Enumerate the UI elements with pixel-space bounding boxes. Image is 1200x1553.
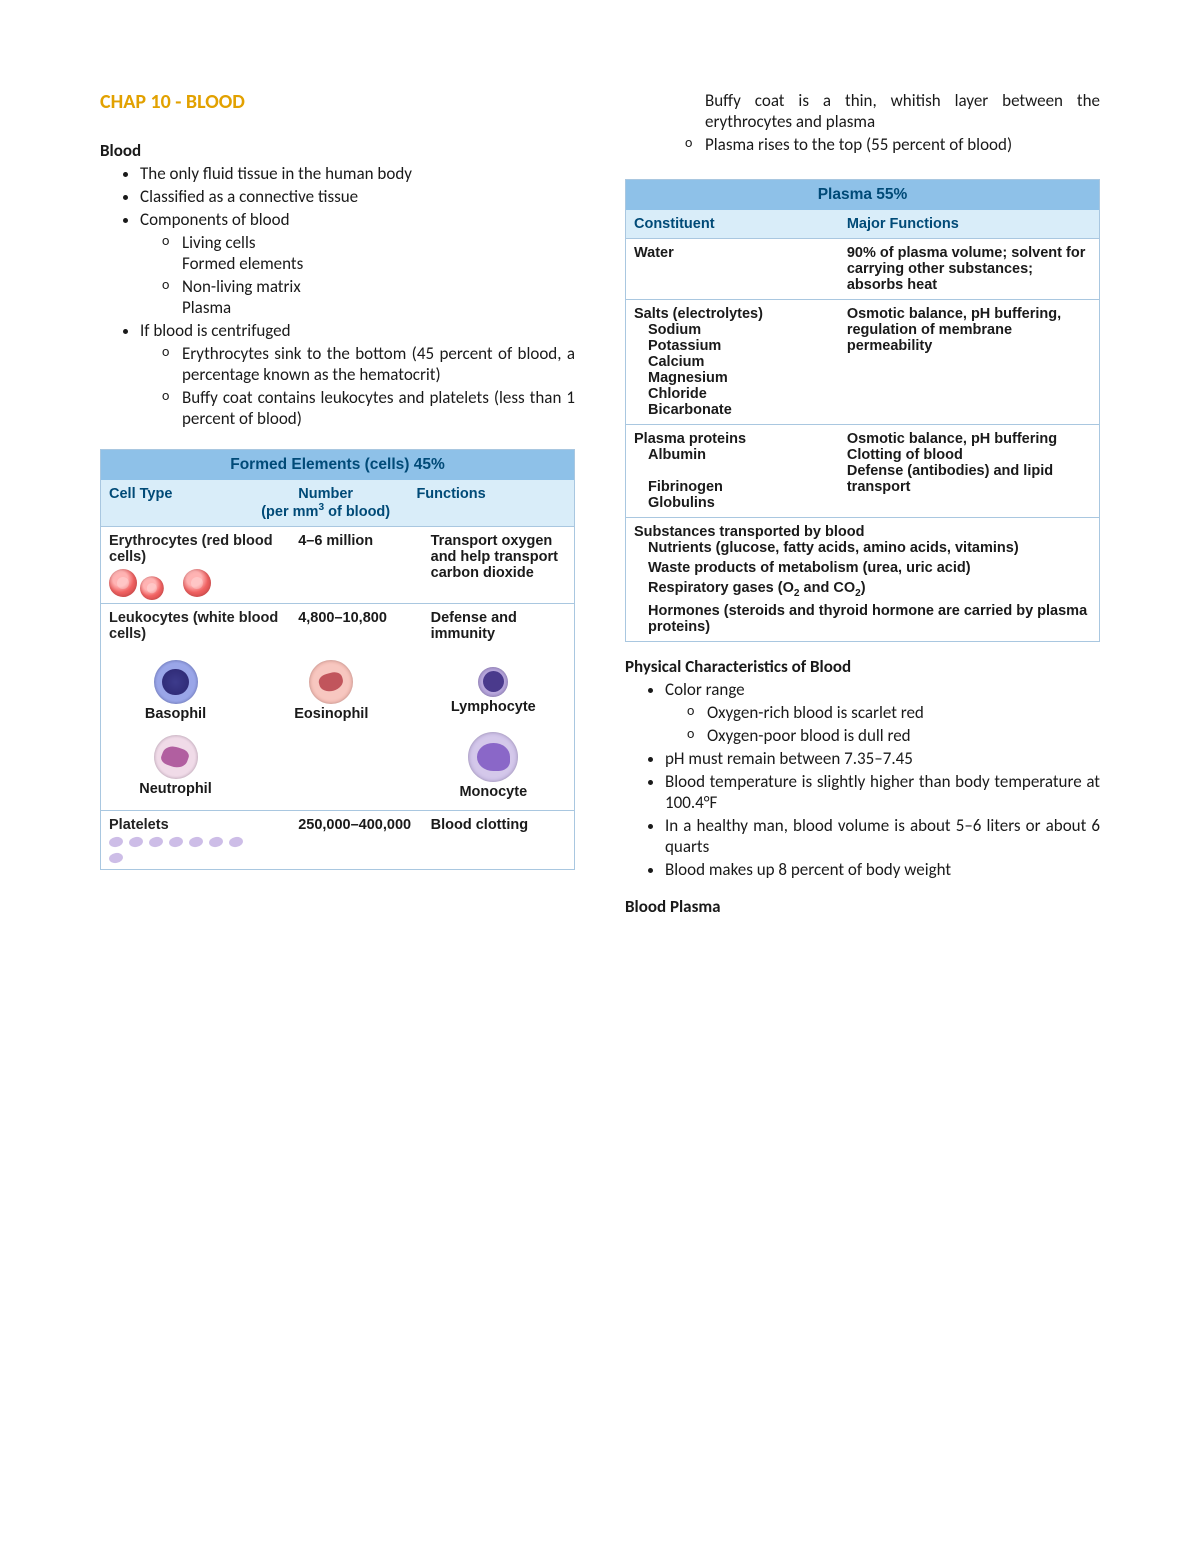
bullet: pH must remain between 7.35–7.45 [665,748,1100,769]
rbc-icons [109,569,282,597]
rbc-icon [109,569,137,597]
table-row: Plasma proteins Albumin Fibrinogen Globu… [626,424,1099,517]
function: 90% of plasma volume; solvent for carryi… [839,239,1099,299]
platelet-icon [108,836,124,848]
section-physical-title: Physical Characteristics of Blood [625,656,1100,677]
transport-item: Respiratory gases (O2 and CO2) [634,580,1091,599]
bullet-text: Components of blood [140,209,290,230]
cell-fn: Blood clotting [423,811,574,839]
cell-fn: Transport oxygen and help transport carb… [423,527,574,587]
platelet-icon [148,836,164,848]
transport-item: Hormones (steroids and thyroid hormone a… [634,603,1091,635]
bullet-text: If blood is centrifuged [140,320,291,341]
col-header: Major Functions [839,210,1099,238]
table-header: Cell Type Number(per mm3 of blood) Funct… [101,480,574,526]
right-column: Buffy coat is a thin, whitish layer betw… [625,90,1100,919]
col-header: Cell Type [101,480,243,526]
cell-type: Platelets [101,811,290,869]
section-blood-title: Blood [100,140,575,161]
bullet: If blood is centrifuged Erythrocytes sin… [140,320,575,429]
sub-bullet: Living cells Formed elements [182,232,575,274]
sub-bullet: Plasma rises to the top (55 percent of b… [705,134,1100,155]
platelet-icon [188,836,204,848]
constituent: Plasma proteins Albumin Fibrinogen Globu… [626,425,839,517]
transport-item: Nutrients (glucose, fatty acids, amino a… [634,540,1091,556]
sub-bullet: Buffy coat contains leukocytes and plate… [182,387,575,429]
rbc-icon [140,576,164,600]
color-sublist: Oxygen-rich blood is scarlet red Oxygen-… [665,702,1100,746]
lymphocyte-icon [478,667,508,697]
monocyte-icon [468,732,518,782]
rbc-icon [183,569,211,597]
formed-elements-table: Formed Elements (cells) 45% Cell Type Nu… [100,449,575,870]
cell-fn: Defense and immunity [423,604,574,648]
platelet-icons [109,837,249,863]
physical-bullets: Color range Oxygen-rich blood is scarlet… [625,679,1100,880]
bullet: In a healthy man, blood volume is about … [665,815,1100,857]
transport-title: Substances transported by blood [634,524,1091,540]
bullet: Blood makes up 8 percent of body weight [665,859,1100,880]
bullet: Blood temperature is slightly higher tha… [665,771,1100,813]
cell-count: 4,800–10,800 [290,604,422,632]
table-header: Constituent Major Functions [626,210,1099,238]
components-sublist: Living cells Formed elements Non-living … [140,232,575,318]
platelet-icon [128,836,144,848]
platelet-icon [228,836,244,848]
bullet: Color range Oxygen-rich blood is scarlet… [665,679,1100,746]
table-title: Plasma 55% [626,180,1099,210]
leukocyte-illustrations: Basophil Eosinophil Lymphocyte Neutrophi… [101,648,574,810]
constituent: Salts (electrolytes) Sodium Potassium Ca… [626,300,839,424]
table-row: Leukocytes (white blood cells) 4,800–10,… [101,603,574,810]
table-row: Erythrocytes (red blood cells) 4–6 milli… [101,526,574,603]
chapter-title: CHAP 10 - BLOOD [100,90,575,114]
blood-bullets: The only fluid tissue in the human body … [100,163,575,429]
col-header: Functions [408,480,574,526]
function: Osmotic balance, pH buffering, regulatio… [839,300,1099,360]
table-row: Platelets 250,000–400,000 Blood clotting [101,810,574,869]
transport-section: Substances transported by blood Nutrient… [626,517,1099,641]
table-row: Water 90% of plasma volume; solvent for … [626,238,1099,299]
col-header: Constituent [626,210,839,238]
platelet-icon [168,836,184,848]
left-column: CHAP 10 - BLOOD Blood The only fluid tis… [100,90,575,919]
plasma-table: Plasma 55% Constituent Major Functions W… [625,179,1100,642]
basophil-icon [154,660,198,704]
section-plasma-title: Blood Plasma [625,896,1100,917]
cell-type: Leukocytes (white blood cells) [101,604,290,648]
sub-bullet: Oxygen-rich blood is scarlet red [707,702,1100,723]
constituent: Water [626,239,839,267]
neutrophil-icon [154,735,198,779]
sub-bullet: Erythrocytes sink to the bottom (45 perc… [182,343,575,385]
centrifuge-sublist: Erythrocytes sink to the bottom (45 perc… [140,343,575,429]
bullet: Components of blood Living cells Formed … [140,209,575,318]
cell-count: 4–6 million [290,527,422,555]
col-header: Number(per mm3 of blood) [243,480,409,526]
eosinophil-icon [309,660,353,704]
sub-bullet: Oxygen-poor blood is dull red [707,725,1100,746]
sub-bullet: Non-living matrix Plasma [182,276,575,318]
table-title: Formed Elements (cells) 45% [101,450,574,480]
platelet-icon [208,836,224,848]
cell-count: 250,000–400,000 [290,811,422,839]
bullet: Classified as a connective tissue [140,186,575,207]
continuation-list: Buffy coat is a thin, whitish layer betw… [625,90,1100,155]
buffy-note: Buffy coat is a thin, whitish layer betw… [705,90,1100,132]
platelet-icon [108,852,124,864]
bullet: The only fluid tissue in the human body [140,163,575,184]
page-columns: CHAP 10 - BLOOD Blood The only fluid tis… [100,90,1100,919]
cell-type: Erythrocytes (red blood cells) [101,527,290,603]
table-row: Salts (electrolytes) Sodium Potassium Ca… [626,299,1099,424]
transport-item: Waste products of metabolism (urea, uric… [634,560,1091,576]
function: Osmotic balance, pH buffering Clotting o… [839,425,1099,501]
